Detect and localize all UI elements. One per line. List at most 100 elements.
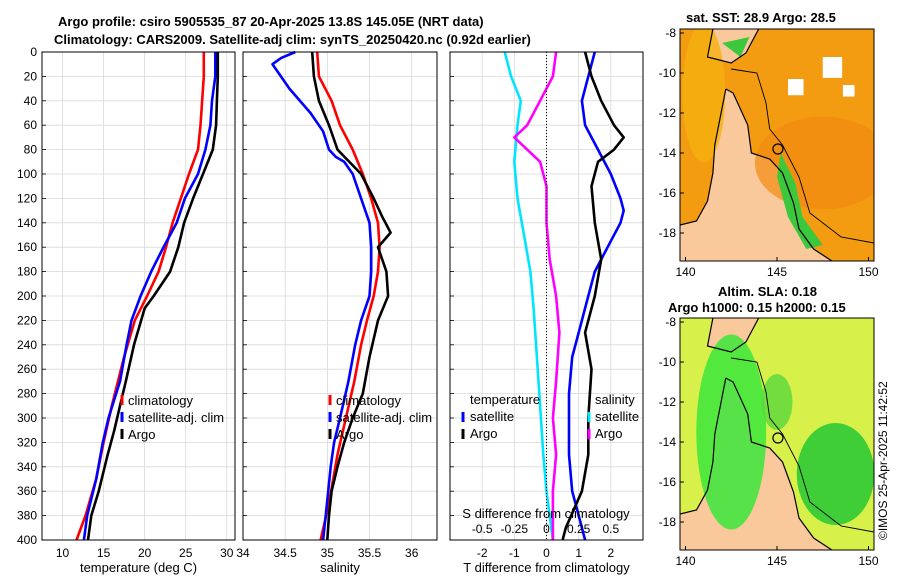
- sla-patch: [761, 374, 793, 430]
- y-tick-label: 40: [24, 94, 38, 108]
- y-tick-label: 360: [17, 484, 37, 498]
- y-tick-label: 320: [17, 435, 37, 449]
- sst-map-title: sat. SST: 28.9 Argo: 28.5: [686, 10, 836, 25]
- y-tick-label: 60: [24, 118, 38, 132]
- lat-tick-label: -18: [659, 226, 677, 240]
- y-tick-label: 260: [17, 362, 37, 376]
- coastline-qld: [725, 377, 833, 550]
- y-tick-label: 100: [17, 167, 37, 181]
- x-tick-label: -2: [477, 546, 488, 560]
- y-tick-label: 220: [17, 313, 37, 327]
- depth-contour: [731, 357, 874, 533]
- lat-tick-label: -18: [659, 515, 677, 529]
- lon-tick-label: 145: [767, 265, 787, 279]
- series-line-argo: [310, 51, 392, 541]
- lat-tick-label: -10: [659, 66, 677, 80]
- s-tick-label: 0.25: [567, 522, 591, 536]
- legend-label: Argo: [128, 427, 155, 442]
- s-tick-label: -0.25: [501, 522, 529, 536]
- figure-title-line2: Climatology: CARS2009. Satellite-adj cli…: [54, 32, 531, 47]
- difference-profile: -2 -1 0 1 2T difference from climatology temp…: [449, 51, 644, 575]
- sla-patch: [696, 334, 767, 530]
- legend-label: Argo: [470, 426, 497, 441]
- x-tick-label: 20: [138, 546, 152, 560]
- series-line-t-argo: [561, 51, 626, 541]
- map-content: [680, 29, 874, 261]
- lat-tick-label: -16: [659, 186, 677, 200]
- cloud-mask: [842, 85, 855, 97]
- legend-header-salinity: salinity: [595, 392, 635, 407]
- series-line-satellite-adj-clim: [271, 50, 373, 541]
- lat-tick-label: -16: [659, 475, 677, 489]
- y-tick-label: 180: [17, 265, 37, 279]
- lon-tick-label: 150: [858, 554, 878, 568]
- legend-label: Argo: [595, 426, 622, 441]
- y-tick-label: 380: [17, 509, 37, 523]
- lat-tick-label: -12: [659, 106, 677, 120]
- coastline-gulf: [680, 377, 727, 515]
- y-tick-label: 200: [17, 289, 37, 303]
- argo-position-marker: [772, 143, 784, 155]
- series-line-climatology: [315, 51, 381, 541]
- legend-header-temperature: temperature: [470, 392, 540, 407]
- y-tick-label: 160: [17, 240, 37, 254]
- x-tick-label: 36: [405, 546, 419, 560]
- x-tick-label: 0: [543, 546, 550, 560]
- s-tick-label: -0.5: [472, 522, 493, 536]
- x-tick-label: 34.5: [273, 546, 297, 560]
- y-tick-label: 20: [24, 69, 38, 83]
- sla-map: -8 -10 -12 -14 -16 -18 140 145 150: [659, 315, 879, 568]
- x-tick-label: 34: [236, 546, 250, 560]
- x-tick-label: 35: [321, 546, 335, 560]
- temperature-profile: 0 20 40 60 80 100 120 140 160 180 200 220 240 260 280 3…: [17, 45, 236, 575]
- series-line-argo: [86, 52, 220, 541]
- sst-coastal-green: [777, 153, 823, 249]
- lat-tick-label: -8: [665, 26, 676, 40]
- series-line-s-argo: [512, 51, 561, 540]
- x-axis-label: T difference from climatology: [463, 560, 630, 575]
- sst-map: -8 -10 -12 -14 -16 -18 140 145 150: [659, 26, 879, 279]
- coastline-gulf: [680, 88, 727, 226]
- x-tick-label: 35.5: [358, 546, 382, 560]
- coastline-qld: [725, 88, 833, 261]
- lon-tick-label: 140: [675, 554, 695, 568]
- plot-frame: [41, 51, 236, 541]
- cloud-mask: [787, 79, 804, 96]
- legend-label: climatology: [336, 393, 402, 408]
- lon-tick-label: 150: [858, 265, 878, 279]
- sst-patch: [682, 29, 726, 163]
- x-axis-label: salinity: [320, 560, 360, 575]
- lon-tick-label: 140: [675, 265, 695, 279]
- sla-map-title-line2: Argo h1000: 0.15 h2000: 0.15: [668, 300, 846, 315]
- legend-label: satellite: [470, 409, 514, 424]
- x-tick-label: 2: [607, 546, 614, 560]
- lat-tick-label: -8: [665, 315, 676, 329]
- y-tick-label: 400: [17, 533, 37, 547]
- s-axis-label: S difference from climatology: [462, 506, 630, 521]
- legend-label: climatology: [128, 393, 194, 408]
- x-tick-label: 10: [56, 546, 70, 560]
- depth-contour: [731, 68, 874, 244]
- sla-map-title-line1: Altim. SLA: 0.18: [718, 284, 817, 299]
- lat-tick-label: -14: [659, 435, 677, 449]
- coastline-png: [706, 318, 760, 353]
- y-tick-label: 80: [24, 143, 38, 157]
- series-line-s-satellite: [503, 51, 555, 541]
- x-tick-label: -1: [509, 546, 520, 560]
- x-tick-label: 1: [575, 546, 582, 560]
- lon-tick-label: 145: [767, 554, 787, 568]
- sla-patch: [796, 422, 874, 526]
- s-tick-label: 0.5: [602, 522, 619, 536]
- argo-position-marker: [772, 432, 784, 444]
- legend-label: satellite: [595, 409, 639, 424]
- figure-title-line1: Argo profile: csiro 5905535_87 20-Apr-20…: [58, 14, 484, 29]
- y-tick-label: 340: [17, 460, 37, 474]
- sst-patch: [754, 116, 874, 210]
- lat-tick-label: -12: [659, 395, 677, 409]
- legend-label: Argo: [336, 427, 363, 442]
- y-tick-label: 0: [30, 45, 37, 59]
- sst-green-patch: [722, 37, 750, 57]
- imos-credit: ©IMOS 25-Apr-2025 11:42:52: [876, 381, 890, 540]
- x-tick-label: 30: [220, 546, 234, 560]
